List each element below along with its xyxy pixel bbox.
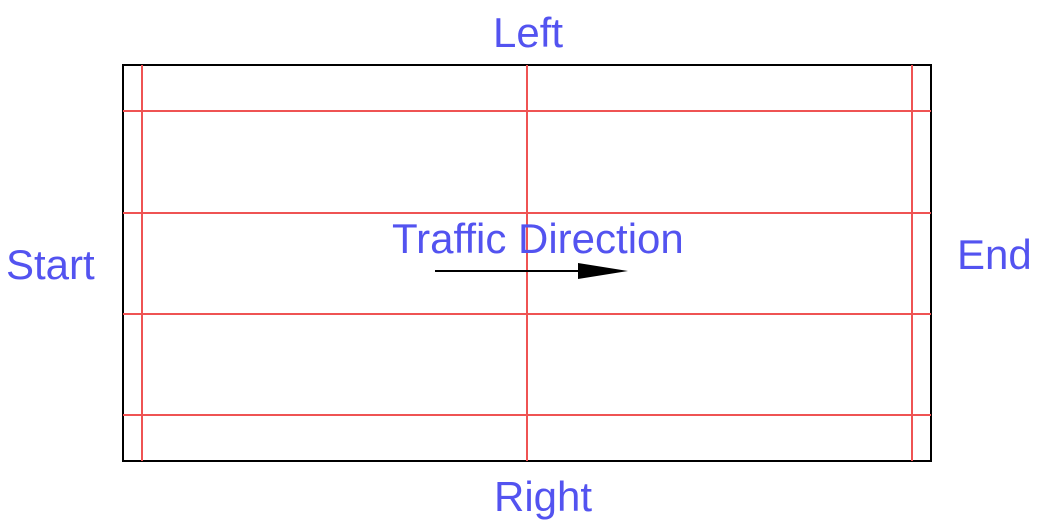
direction-arrow-head — [578, 263, 628, 279]
start-label: Start — [6, 241, 95, 288]
bottom-side-label: Right — [494, 473, 593, 520]
top-side-label: Left — [493, 9, 564, 56]
end-label: End — [957, 231, 1032, 278]
traffic-direction-label: Traffic Direction — [392, 215, 684, 262]
